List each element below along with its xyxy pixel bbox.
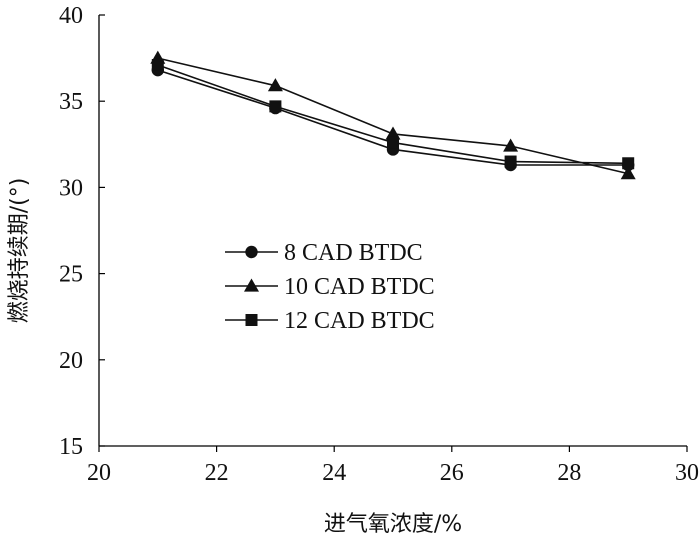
square-marker bbox=[151, 58, 164, 71]
triangle-marker bbox=[385, 126, 401, 140]
triangle-marker bbox=[503, 138, 519, 152]
legend: 8 CAD BTDC 10 CAD BTDC 12 CAD BTDC bbox=[225, 240, 435, 334]
series-line bbox=[157, 57, 629, 175]
x-tick-label: 22 bbox=[205, 460, 229, 486]
x-tick-label: 24 bbox=[322, 460, 346, 486]
series-1 bbox=[151, 63, 635, 172]
triangle-marker bbox=[620, 166, 636, 180]
triangle-marker bbox=[267, 78, 283, 92]
legend-item: 10 CAD BTDC bbox=[225, 274, 435, 300]
y-tick-label: 30 bbox=[59, 175, 83, 201]
y-tick-label: 15 bbox=[59, 434, 83, 460]
y-tick-label: 35 bbox=[59, 89, 83, 115]
legend-label: 12 CAD BTDC bbox=[284, 308, 435, 334]
x-axis-title: 进气氧浓度/% bbox=[324, 512, 462, 537]
legend-triangle-marker bbox=[244, 278, 259, 292]
series-3 bbox=[151, 58, 635, 170]
x-tick-label: 30 bbox=[675, 460, 699, 486]
y-tick-label: 25 bbox=[59, 262, 83, 288]
x-tick-label: 26 bbox=[440, 460, 464, 486]
legend-label: 10 CAD BTDC bbox=[284, 274, 435, 300]
y-tick-label: 40 bbox=[59, 3, 83, 29]
axes bbox=[98, 15, 687, 447]
series-group bbox=[150, 50, 636, 180]
x-tick-label: 28 bbox=[557, 460, 581, 486]
series-2 bbox=[150, 50, 636, 180]
square-marker bbox=[622, 157, 635, 170]
square-marker bbox=[387, 136, 399, 149]
square-marker bbox=[504, 155, 517, 168]
legend-label: 8 CAD BTDC bbox=[284, 240, 423, 266]
square-marker bbox=[269, 100, 282, 113]
x-tick-label: 20 bbox=[87, 460, 111, 486]
legend-item: 12 CAD BTDC bbox=[225, 308, 435, 334]
y-axis-title: 燃烧持续期/(°) bbox=[7, 178, 32, 324]
y-tick-label: 20 bbox=[59, 348, 83, 374]
legend-item: 8 CAD BTDC bbox=[225, 240, 423, 266]
legend-circle-marker bbox=[245, 245, 258, 259]
legend-square-marker bbox=[245, 314, 258, 326]
